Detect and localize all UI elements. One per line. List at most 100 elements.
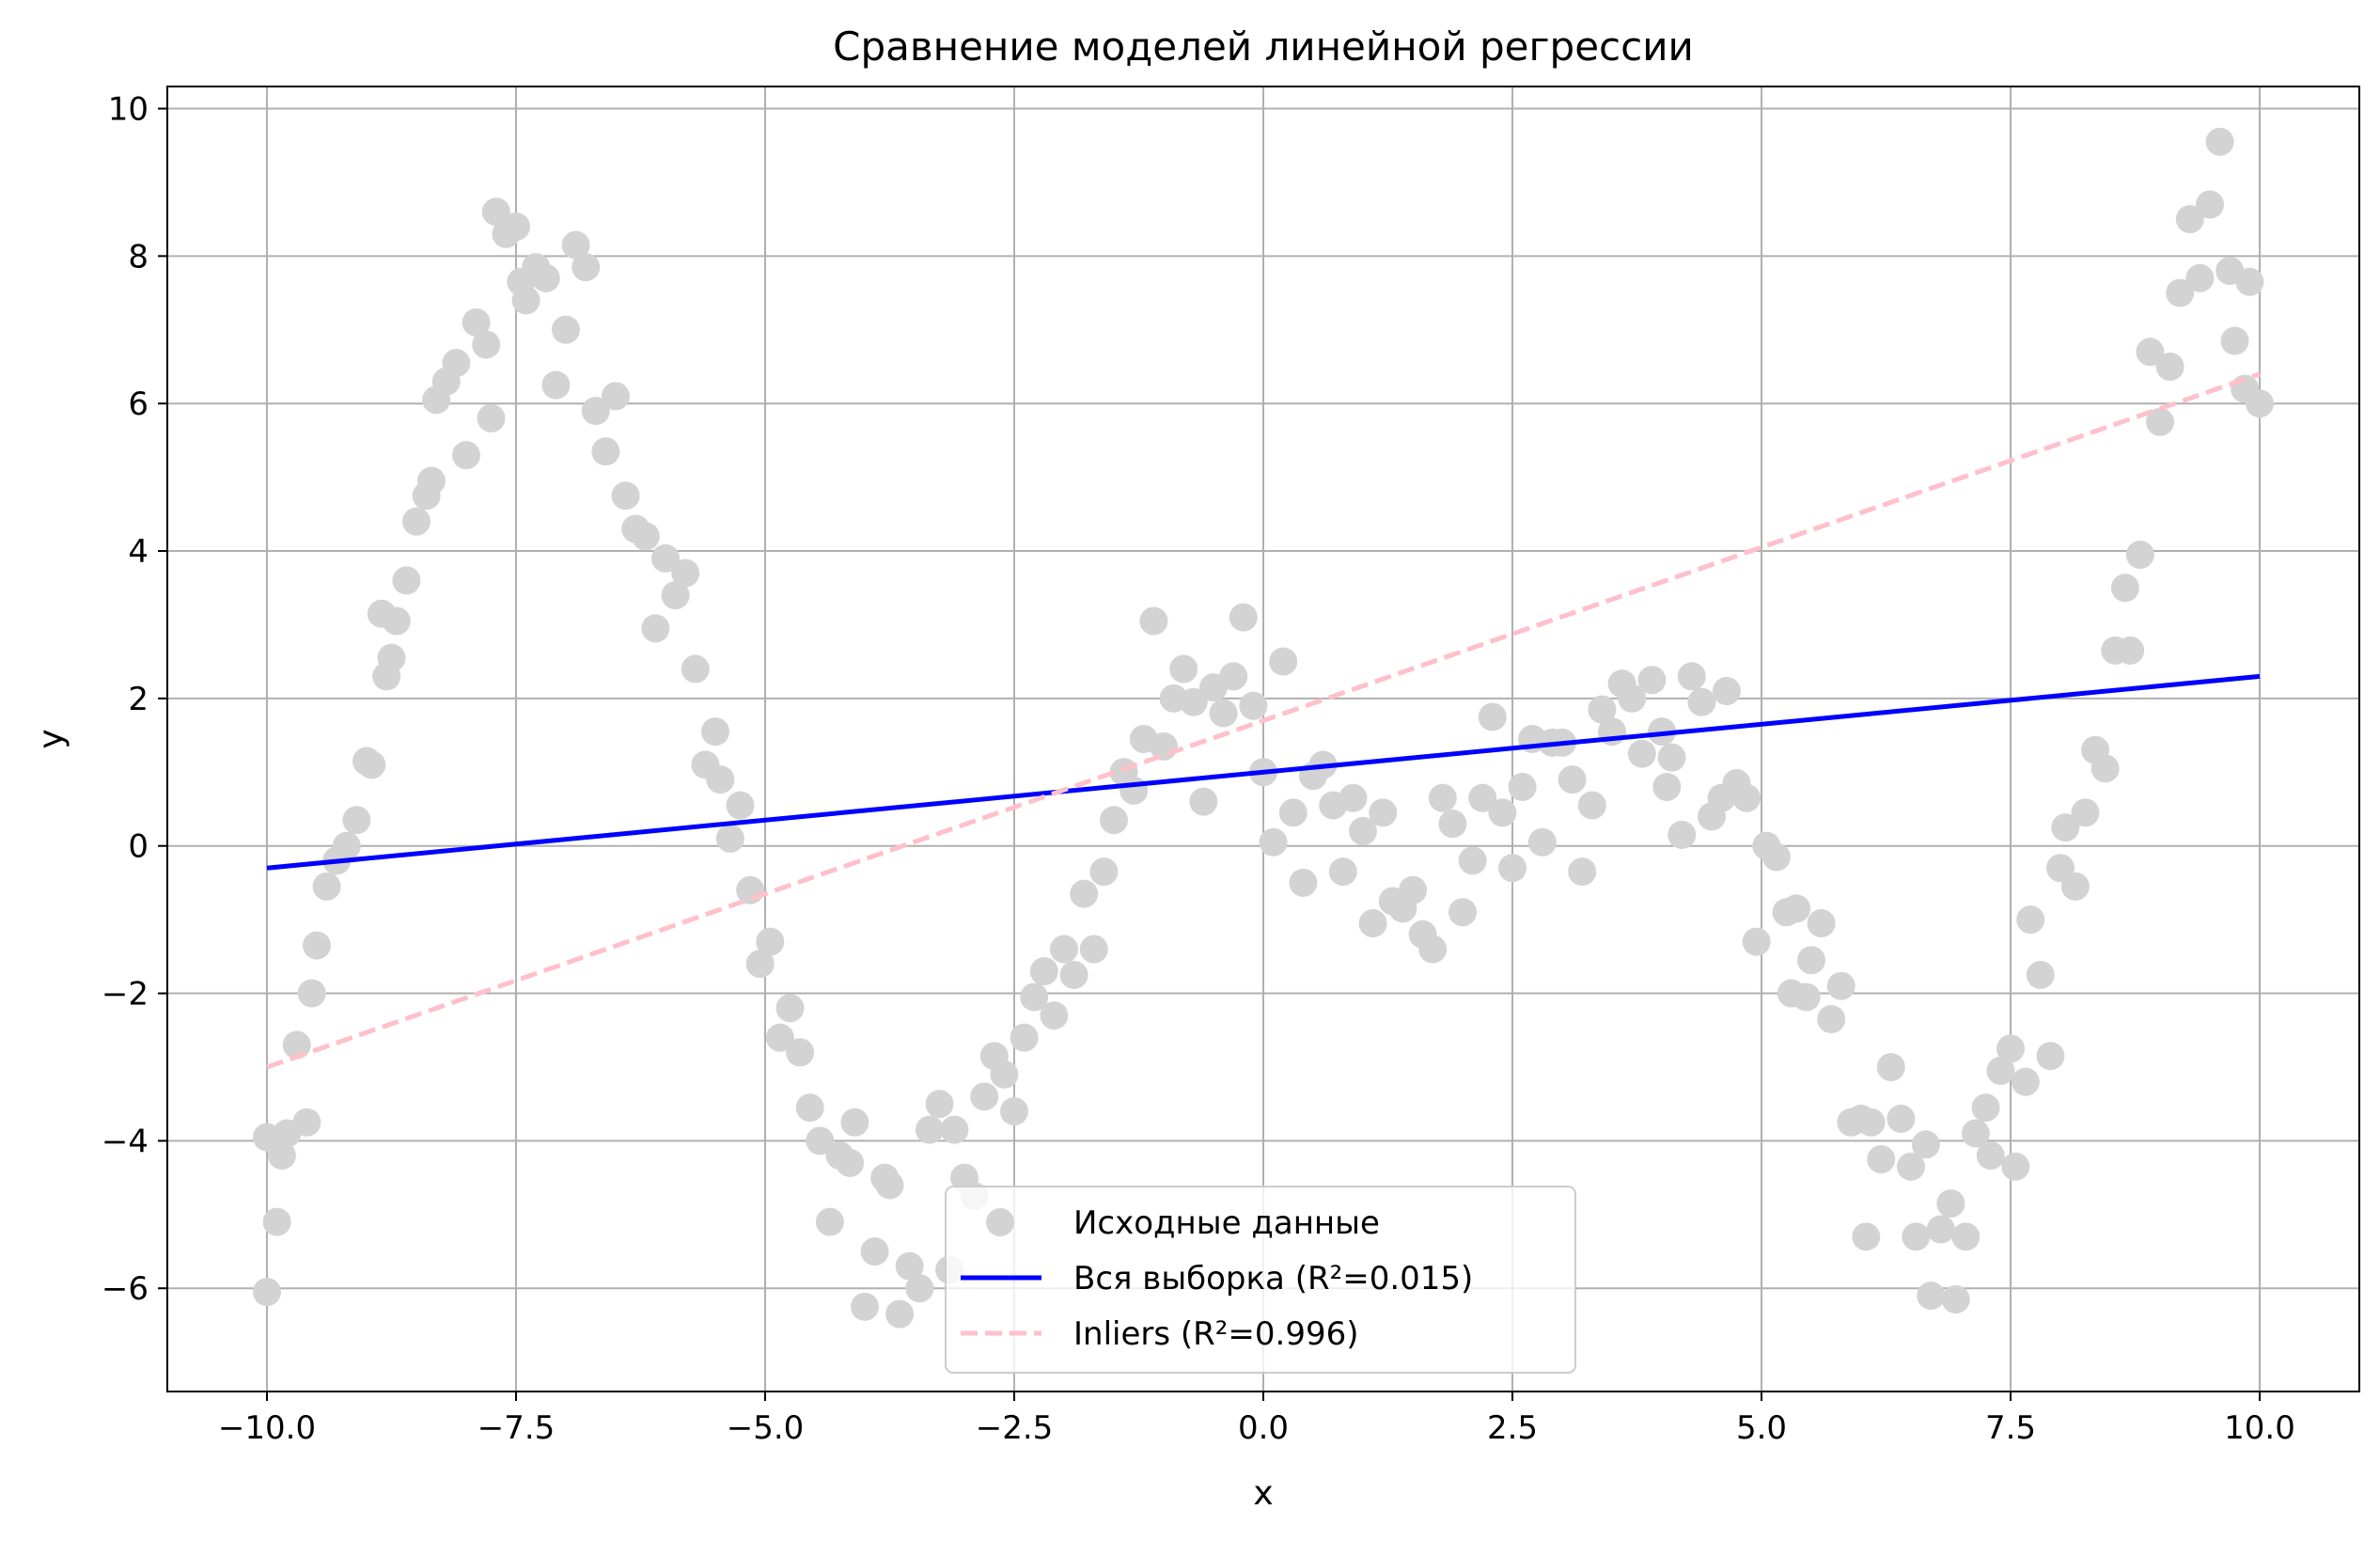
data-point — [1527, 827, 1557, 857]
data-point — [1986, 1056, 2015, 1085]
data-point — [990, 1060, 1019, 1089]
data-point — [1902, 1222, 1931, 1251]
data-point — [1059, 960, 1088, 989]
y-tick-label: −2 — [102, 976, 149, 1014]
data-point — [851, 1292, 879, 1321]
data-point — [472, 330, 501, 359]
data-point — [297, 979, 326, 1008]
data-point — [511, 286, 540, 315]
data-point — [671, 558, 700, 588]
data-point — [1961, 1119, 1990, 1148]
data-point — [1762, 842, 1791, 872]
data-point — [1169, 654, 1198, 684]
x-tick-label: −10.0 — [218, 1409, 316, 1447]
data-point — [745, 950, 775, 979]
data-point — [481, 197, 510, 227]
data-point — [477, 403, 506, 432]
x-tick-label: 0.0 — [1238, 1409, 1289, 1447]
legend-label-scatter: Исходные данные — [1073, 1204, 1380, 1242]
legend-box — [945, 1186, 1576, 1374]
data-point — [2116, 636, 2145, 665]
y-tick-label: −6 — [102, 1270, 149, 1308]
data-point — [602, 382, 630, 411]
data-point — [2125, 540, 2154, 569]
data-point — [2235, 267, 2264, 296]
data-point — [1070, 879, 1099, 908]
ticks-layer: −10.0 −7.5 −5.0 −2.5 0.0 2.5 5.0 7.5 10.0 −6 −4 −2 0… — [102, 91, 2295, 1447]
data-point — [681, 654, 710, 684]
data-point — [1732, 783, 1762, 812]
data-point — [357, 750, 386, 779]
x-tick-label: 2.5 — [1487, 1409, 1538, 1447]
data-point — [1139, 606, 1168, 636]
data-point — [1278, 798, 1307, 827]
data-point — [462, 307, 491, 337]
data-point — [591, 437, 620, 466]
data-point — [292, 1108, 321, 1137]
data-point — [1941, 1284, 1970, 1313]
data-point — [1867, 1144, 1896, 1173]
data-point — [1448, 898, 1477, 927]
data-point — [572, 253, 601, 282]
data-point — [2026, 960, 2055, 989]
data-point — [2001, 1152, 2030, 1181]
data-point — [786, 1038, 815, 1067]
data-point — [552, 315, 580, 344]
data-point — [651, 543, 680, 573]
data-point — [561, 230, 590, 259]
data-point — [2185, 263, 2215, 292]
data-point — [253, 1278, 281, 1307]
data-point — [1029, 957, 1058, 986]
data-point — [1498, 854, 1527, 883]
data-point — [1668, 820, 1697, 849]
data-point — [875, 1171, 904, 1200]
data-point — [765, 1023, 794, 1052]
data-point — [452, 441, 480, 470]
data-point — [1817, 1004, 1846, 1033]
data-point — [775, 994, 805, 1023]
x-tick-label: 5.0 — [1736, 1409, 1787, 1447]
x-tick-label: −2.5 — [976, 1409, 1054, 1447]
data-point — [1627, 739, 1656, 768]
data-point — [416, 466, 446, 495]
x-tick-label: 10.0 — [2224, 1409, 2295, 1447]
data-point — [1996, 1034, 2025, 1063]
data-point — [1856, 1108, 1886, 1137]
data-point — [1677, 662, 1706, 691]
inliers-fit-line — [266, 371, 2261, 1070]
data-point — [1079, 935, 1108, 964]
data-point — [342, 806, 371, 835]
data-point — [1020, 983, 1049, 1012]
data-point — [1687, 687, 1716, 716]
data-point — [2205, 127, 2234, 156]
data-point — [895, 1251, 924, 1281]
data-point — [1100, 806, 1128, 835]
data-point — [1807, 909, 1836, 938]
data-point — [1328, 857, 1357, 887]
legend-marker-scatter — [986, 1208, 1014, 1236]
data-point — [1568, 857, 1597, 887]
data-point — [1120, 776, 1149, 805]
data-point — [661, 581, 690, 610]
data-point — [1951, 1222, 1981, 1251]
data-point — [1219, 662, 1248, 691]
data-point — [392, 566, 421, 595]
y-tick-label: 2 — [128, 681, 149, 718]
data-point — [806, 1126, 835, 1156]
data-point — [502, 212, 530, 241]
data-point — [262, 1207, 291, 1236]
data-point — [1269, 647, 1298, 676]
plot-layer — [253, 127, 2274, 1329]
data-point — [970, 1082, 999, 1111]
data-point — [402, 507, 431, 536]
data-point — [840, 1108, 869, 1137]
data-point — [1742, 927, 1771, 956]
data-point — [701, 717, 729, 747]
data-point — [641, 614, 670, 643]
data-point — [1369, 798, 1398, 827]
data-point — [332, 831, 361, 860]
data-point — [631, 522, 660, 551]
data-point — [1259, 827, 1288, 857]
data-point — [706, 765, 735, 794]
